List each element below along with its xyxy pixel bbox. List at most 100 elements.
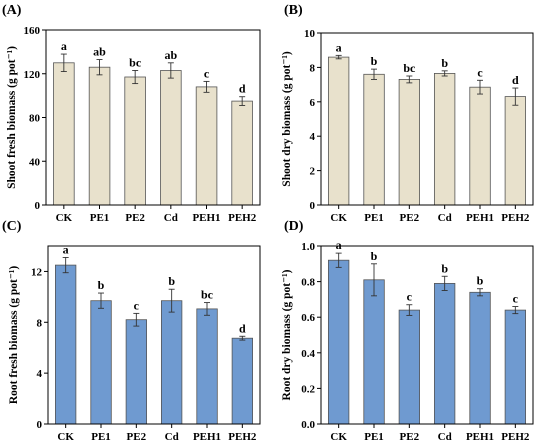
bar-PE1 xyxy=(363,279,385,425)
significance-label: a xyxy=(61,39,67,53)
error-bar-PE1 xyxy=(371,263,377,297)
y-tick-label: 0.6 xyxy=(301,312,315,324)
bar-PE2 xyxy=(398,79,421,206)
x-tick-label: PEH2 xyxy=(501,212,530,224)
y-tick-label: 0.4 xyxy=(301,348,315,360)
y-tick-label: 0.8 xyxy=(301,277,315,289)
bar-PE2 xyxy=(124,76,146,206)
x-tick-label: PEH2 xyxy=(228,431,257,443)
significance-label: bc xyxy=(201,288,214,302)
significance-label: c xyxy=(407,290,413,304)
significance-label: bc xyxy=(403,61,416,75)
y-axis-label: Root fresh biomass (g pot⁻¹) xyxy=(8,266,20,405)
panel-label: (C) xyxy=(2,219,22,234)
significance-label: c xyxy=(477,65,483,79)
significance-label: ab xyxy=(164,48,177,62)
significance-label: c xyxy=(513,292,519,306)
significance-label: d xyxy=(239,321,246,335)
error-bar-PE2 xyxy=(406,304,413,316)
panel-label: (B) xyxy=(284,3,303,18)
error-bar-PEH2 xyxy=(239,335,246,341)
x-tick-label: Cd xyxy=(165,431,179,443)
chart-panel-3: (C) a CK b PE1 c PE2 b Cd bc PEH1 d PEH2 0 4 8 12 Root fr… xyxy=(2,219,261,443)
significance-label: b xyxy=(441,261,448,275)
error-bar-PE2 xyxy=(132,70,139,85)
x-tick-label: PEH1 xyxy=(466,212,494,224)
bar-PEH1 xyxy=(469,86,491,206)
error-bar-PEH1 xyxy=(477,288,483,297)
bar-PEH2 xyxy=(504,96,527,206)
bar-PEH2 xyxy=(231,100,253,206)
y-axis-label: Shoot fresh biomass (g pot⁻¹) xyxy=(6,46,18,189)
x-tick-label: PEH1 xyxy=(193,431,221,443)
significance-label: d xyxy=(512,73,519,87)
error-bar-PE1 xyxy=(96,59,103,76)
bar-PE1 xyxy=(88,66,111,206)
significance-label: b xyxy=(168,274,175,288)
y-tick-label: 80 xyxy=(29,113,41,125)
error-bar-PEH2 xyxy=(239,96,246,106)
x-tick-label: Cd xyxy=(438,212,452,224)
y-tick-label: 4 xyxy=(37,368,43,380)
bar-Cd xyxy=(160,70,182,206)
y-tick-label: 160 xyxy=(24,25,41,37)
bar-PE1 xyxy=(90,300,112,425)
x-tick-label: PEH2 xyxy=(228,212,257,224)
error-bar-PEH2 xyxy=(512,87,519,106)
error-bar-PE2 xyxy=(406,75,413,84)
y-tick-label: 4 xyxy=(310,131,316,143)
x-tick-label: Cd xyxy=(438,431,452,443)
bar-PEH2 xyxy=(504,309,527,425)
y-tick-label: 12 xyxy=(31,266,43,278)
bar-PEH1 xyxy=(469,291,491,425)
bar-Cd xyxy=(433,282,456,425)
x-tick-label: PE1 xyxy=(91,431,111,443)
error-bar-PEH1 xyxy=(477,79,483,95)
x-tick-label: PEH1 xyxy=(192,212,220,224)
x-tick-label: CK xyxy=(330,431,347,443)
y-tick-label: 0 xyxy=(37,419,43,431)
y-tick-label: 0 xyxy=(35,200,41,212)
error-bar-PEH1 xyxy=(204,302,210,316)
plot-frame xyxy=(47,245,261,425)
x-tick-label: PEH2 xyxy=(501,431,530,443)
error-bar-PEH2 xyxy=(512,306,519,315)
x-tick-label: CK xyxy=(330,212,347,224)
y-axis-label: Root dry biomass (g pot⁻¹) xyxy=(281,269,293,400)
bar-Cd xyxy=(160,300,183,425)
bar-Cd xyxy=(433,73,456,206)
y-tick-label: 0.2 xyxy=(301,383,315,395)
x-tick-label: PE2 xyxy=(400,431,420,443)
error-bar-Cd xyxy=(441,275,448,291)
error-bar-CK xyxy=(60,53,67,73)
y-tick-label: 2 xyxy=(310,166,316,178)
error-bar-Cd xyxy=(168,288,175,313)
significance-label: a xyxy=(336,40,342,54)
x-tick-label: PE2 xyxy=(125,212,145,224)
bar-PEH2 xyxy=(231,337,254,425)
significance-label: a xyxy=(63,242,69,256)
y-tick-label: 6 xyxy=(310,97,316,109)
x-tick-label: PE1 xyxy=(364,431,384,443)
significance-label: bc xyxy=(129,56,142,70)
x-tick-label: CK xyxy=(57,431,74,443)
error-bar-Cd xyxy=(441,70,448,77)
bar-CK xyxy=(327,259,350,425)
y-tick-label: 8 xyxy=(310,62,316,74)
bar-PE2 xyxy=(398,309,421,425)
y-tick-label: 0.0 xyxy=(301,419,315,431)
x-tick-label: PE2 xyxy=(127,431,147,443)
bar-CK xyxy=(327,56,350,206)
error-bar-Cd xyxy=(167,62,174,79)
error-bar-PE2 xyxy=(133,312,140,327)
significance-label: d xyxy=(239,82,246,96)
y-axis-label: Shoot dry biomass (g pot⁻¹) xyxy=(281,51,293,187)
plot-frame xyxy=(320,32,534,206)
error-bar-CK xyxy=(62,256,69,274)
bar-CK xyxy=(55,264,77,425)
bar-PE2 xyxy=(125,319,147,425)
chart-panel-1: (A) a CK ab PE1 bc PE2 ab Cd c PEH1 d PEH2 0 40 80 120 16… xyxy=(2,3,261,224)
error-bar-PE1 xyxy=(371,68,377,80)
significance-label: b xyxy=(98,278,105,292)
bar-PE1 xyxy=(363,73,385,206)
